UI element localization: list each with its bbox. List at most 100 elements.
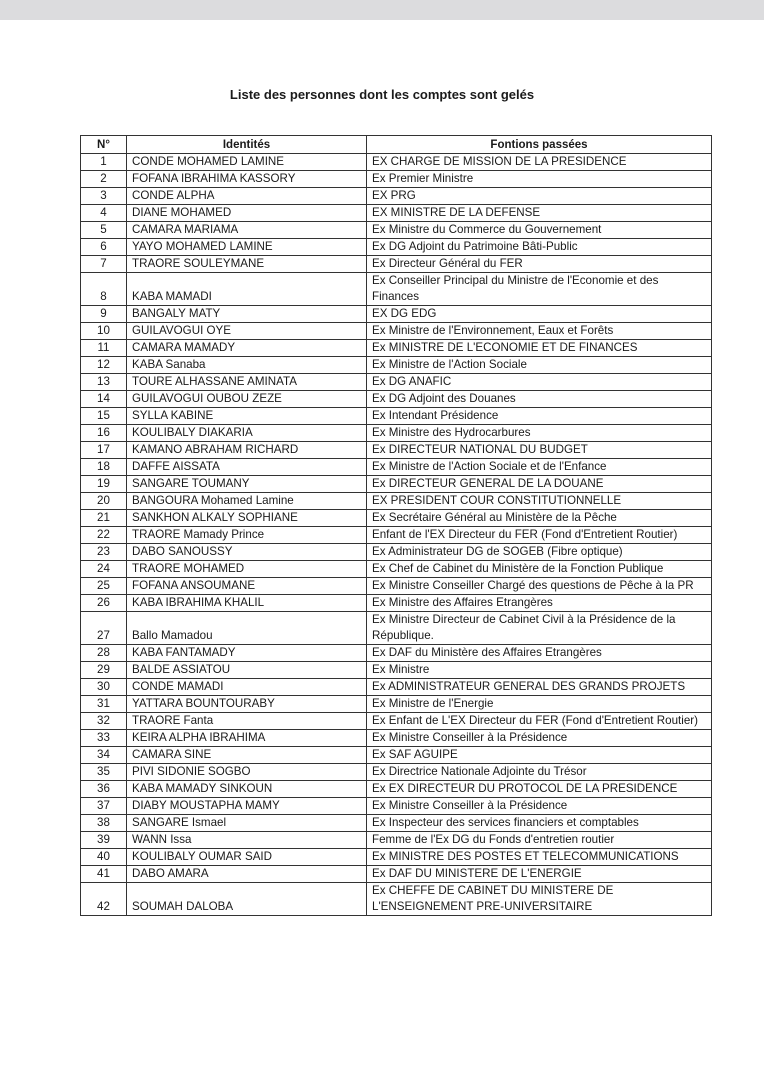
cell-identity: KOULIBALY DIAKARIA bbox=[126, 424, 367, 442]
table-row: 26 KABA IBRAHIMA KHALIL Ex Ministre des Af… bbox=[80, 594, 712, 612]
table-row: 10 GUILAVOGUI OYE Ex Ministre de l'Environ… bbox=[80, 322, 712, 340]
table-row: 5 CAMARA MARIAMA Ex Ministre du Commerce d… bbox=[80, 221, 712, 239]
cell-function: Ex DAF du Ministère des Affaires Etrangè… bbox=[366, 644, 712, 662]
table-row: 25 FOFANA ANSOUMANE Ex Ministre Conseiller… bbox=[80, 577, 712, 595]
cell-num: 25 bbox=[80, 577, 127, 595]
cell-identity: BANGOURA Mohamed Lamine bbox=[126, 492, 367, 510]
table-row: 1 CONDE MOHAMED LAMINE EX CHARGE DE MISSIO… bbox=[80, 153, 712, 171]
cell-function: Ex DIRECTEUR NATIONAL DU BUDGET bbox=[366, 441, 712, 459]
table-row: 29 BALDE ASSIATOU Ex Ministre bbox=[80, 661, 712, 679]
cell-function: Ex EX DIRECTEUR DU PROTOCOL DE LA PRESID… bbox=[366, 780, 712, 798]
cell-num: 14 bbox=[80, 390, 127, 408]
cell-identity: BALDE ASSIATOU bbox=[126, 661, 367, 679]
table-row: 9 BANGALY MATY EX DG EDG bbox=[80, 305, 712, 323]
cell-num: 22 bbox=[80, 526, 127, 544]
header-functions: Fontions passées bbox=[366, 135, 712, 154]
cell-function: Ex Ministre Conseiller à la Présidence bbox=[366, 729, 712, 747]
table-row: 18 DAFFE AISSATA Ex Ministre de l'Action S… bbox=[80, 458, 712, 476]
table-row: 35 PIVI SIDONIE SOGBO Ex Directrice Nation… bbox=[80, 763, 712, 781]
cell-num: 7 bbox=[80, 255, 127, 273]
cell-num: 16 bbox=[80, 424, 127, 442]
table-row: 27 Ballo Mamadou Ex Ministre Directeur de … bbox=[80, 611, 712, 645]
cell-num: 13 bbox=[80, 373, 127, 391]
cell-identity: GUILAVOGUI OYE bbox=[126, 322, 367, 340]
cell-identity: CAMARA MAMADY bbox=[126, 339, 367, 357]
cell-identity: KABA MAMADI bbox=[126, 272, 367, 306]
cell-num: 1 bbox=[80, 153, 127, 171]
cell-function: Ex Premier Ministre bbox=[366, 170, 712, 188]
table-row: 30 CONDE MAMADI Ex ADMINISTRATEUR GENERAL … bbox=[80, 678, 712, 696]
table-row: 4 DIANE MOHAMED EX MINISTRE DE LA DEFENSE bbox=[80, 204, 712, 222]
cell-num: 6 bbox=[80, 238, 127, 256]
table-row: 8 KABA MAMADI Ex Conseiller Principal du M… bbox=[80, 272, 712, 306]
cell-num: 38 bbox=[80, 814, 127, 832]
table-row: 13 TOURE ALHASSANE AMINATA Ex DG ANAFIC bbox=[80, 373, 712, 391]
table-row: 28 KABA FANTAMADY Ex DAF du Ministère des … bbox=[80, 644, 712, 662]
cell-function: Femme de l'Ex DG du Fonds d'entretien ro… bbox=[366, 831, 712, 849]
frozen-accounts-table: N° Identités Fontions passées 1 CONDE MOH… bbox=[80, 135, 712, 916]
cell-identity: WANN Issa bbox=[126, 831, 367, 849]
cell-identity: TOURE ALHASSANE AMINATA bbox=[126, 373, 367, 391]
cell-function: Ex Ministre Conseiller à la Présidence bbox=[366, 797, 712, 815]
cell-num: 11 bbox=[80, 339, 127, 357]
cell-function: Ex Intendant Présidence bbox=[366, 407, 712, 425]
cell-num: 35 bbox=[80, 763, 127, 781]
cell-num: 23 bbox=[80, 543, 127, 561]
cell-function: Ex Inspecteur des services financiers et… bbox=[366, 814, 712, 832]
cell-function: Ex DG Adjoint des Douanes bbox=[366, 390, 712, 408]
cell-identity: DABO AMARA bbox=[126, 865, 367, 883]
table-row: 37 DIABY MOUSTAPHA MAMY Ex Ministre Consei… bbox=[80, 797, 712, 815]
cell-function: Ex Directeur Général du FER bbox=[366, 255, 712, 273]
table-row: 6 YAYO MOHAMED LAMINE Ex DG Adjoint du Pat… bbox=[80, 238, 712, 256]
cell-identity: CAMARA MARIAMA bbox=[126, 221, 367, 239]
cell-identity: TRAORE SOULEYMANE bbox=[126, 255, 367, 273]
cell-function: Ex Secrétaire Général au Ministère de la… bbox=[366, 509, 712, 527]
table-row: 39 WANN Issa Femme de l'Ex DG du Fonds d'e… bbox=[80, 831, 712, 849]
cell-num: 24 bbox=[80, 560, 127, 578]
table-row: 7 TRAORE SOULEYMANE Ex Directeur Général d… bbox=[80, 255, 712, 273]
table-row: 23 DABO SANOUSSY Ex Administrateur DG de S… bbox=[80, 543, 712, 561]
cell-function: Ex DG ANAFIC bbox=[366, 373, 712, 391]
table-row: 40 KOULIBALY OUMAR SAID Ex MINISTRE DES PO… bbox=[80, 848, 712, 866]
cell-num: 30 bbox=[80, 678, 127, 696]
cell-num: 41 bbox=[80, 865, 127, 883]
table-row: 12 KABA Sanaba Ex Ministre de l'Action Soc… bbox=[80, 356, 712, 374]
cell-identity: KABA MAMADY SINKOUN bbox=[126, 780, 367, 798]
cell-identity: DIABY MOUSTAPHA MAMY bbox=[126, 797, 367, 815]
cell-identity: SANKHON ALKALY SOPHIANE bbox=[126, 509, 367, 527]
cell-num: 21 bbox=[80, 509, 127, 527]
cell-identity: BANGALY MATY bbox=[126, 305, 367, 323]
cell-identity: SANGARE TOUMANY bbox=[126, 475, 367, 493]
cell-num: 39 bbox=[80, 831, 127, 849]
cell-function: EX PRG bbox=[366, 187, 712, 205]
cell-function: Ex Ministre Conseiller Chargé des questi… bbox=[366, 577, 712, 595]
cell-num: 31 bbox=[80, 695, 127, 713]
cell-identity: PIVI SIDONIE SOGBO bbox=[126, 763, 367, 781]
cell-num: 27 bbox=[80, 611, 127, 645]
table-row: 11 CAMARA MAMADY Ex MINISTRE DE L'ECONOMIE… bbox=[80, 339, 712, 357]
cell-function: Ex Ministre Directeur de Cabinet Civil à… bbox=[366, 611, 712, 645]
cell-identity: FOFANA IBRAHIMA KASSORY bbox=[126, 170, 367, 188]
table-row: 2 FOFANA IBRAHIMA KASSORY Ex Premier Minis… bbox=[80, 170, 712, 188]
cell-function: Ex Ministre des Hydrocarbures bbox=[366, 424, 712, 442]
cell-num: 19 bbox=[80, 475, 127, 493]
cell-function: Ex DAF DU MINISTERE DE L'ENERGIE bbox=[366, 865, 712, 883]
cell-num: 8 bbox=[80, 272, 127, 306]
cell-identity: FOFANA ANSOUMANE bbox=[126, 577, 367, 595]
cell-num: 33 bbox=[80, 729, 127, 747]
cell-identity: CAMARA SINE bbox=[126, 746, 367, 764]
cell-function: Ex SAF AGUIPE bbox=[366, 746, 712, 764]
cell-function: Ex Ministre de l'Action Sociale bbox=[366, 356, 712, 374]
cell-identity: CONDE MAMADI bbox=[126, 678, 367, 696]
cell-function: Ex Ministre des Affaires Etrangères bbox=[366, 594, 712, 612]
cell-num: 37 bbox=[80, 797, 127, 815]
cell-identity: KOULIBALY OUMAR SAID bbox=[126, 848, 367, 866]
cell-identity: KABA Sanaba bbox=[126, 356, 367, 374]
cell-identity: YATTARA BOUNTOURABY bbox=[126, 695, 367, 713]
cell-function: Ex Administrateur DG de SOGEB (Fibre opt… bbox=[366, 543, 712, 561]
cell-function: Enfant de l'EX Directeur du FER (Fond d'… bbox=[366, 526, 712, 544]
table-row: 36 KABA MAMADY SINKOUN Ex EX DIRECTEUR DU … bbox=[80, 780, 712, 798]
header-number: N° bbox=[80, 135, 127, 154]
cell-identity: TRAORE MOHAMED bbox=[126, 560, 367, 578]
cell-identity: SOUMAH DALOBA bbox=[126, 882, 367, 916]
